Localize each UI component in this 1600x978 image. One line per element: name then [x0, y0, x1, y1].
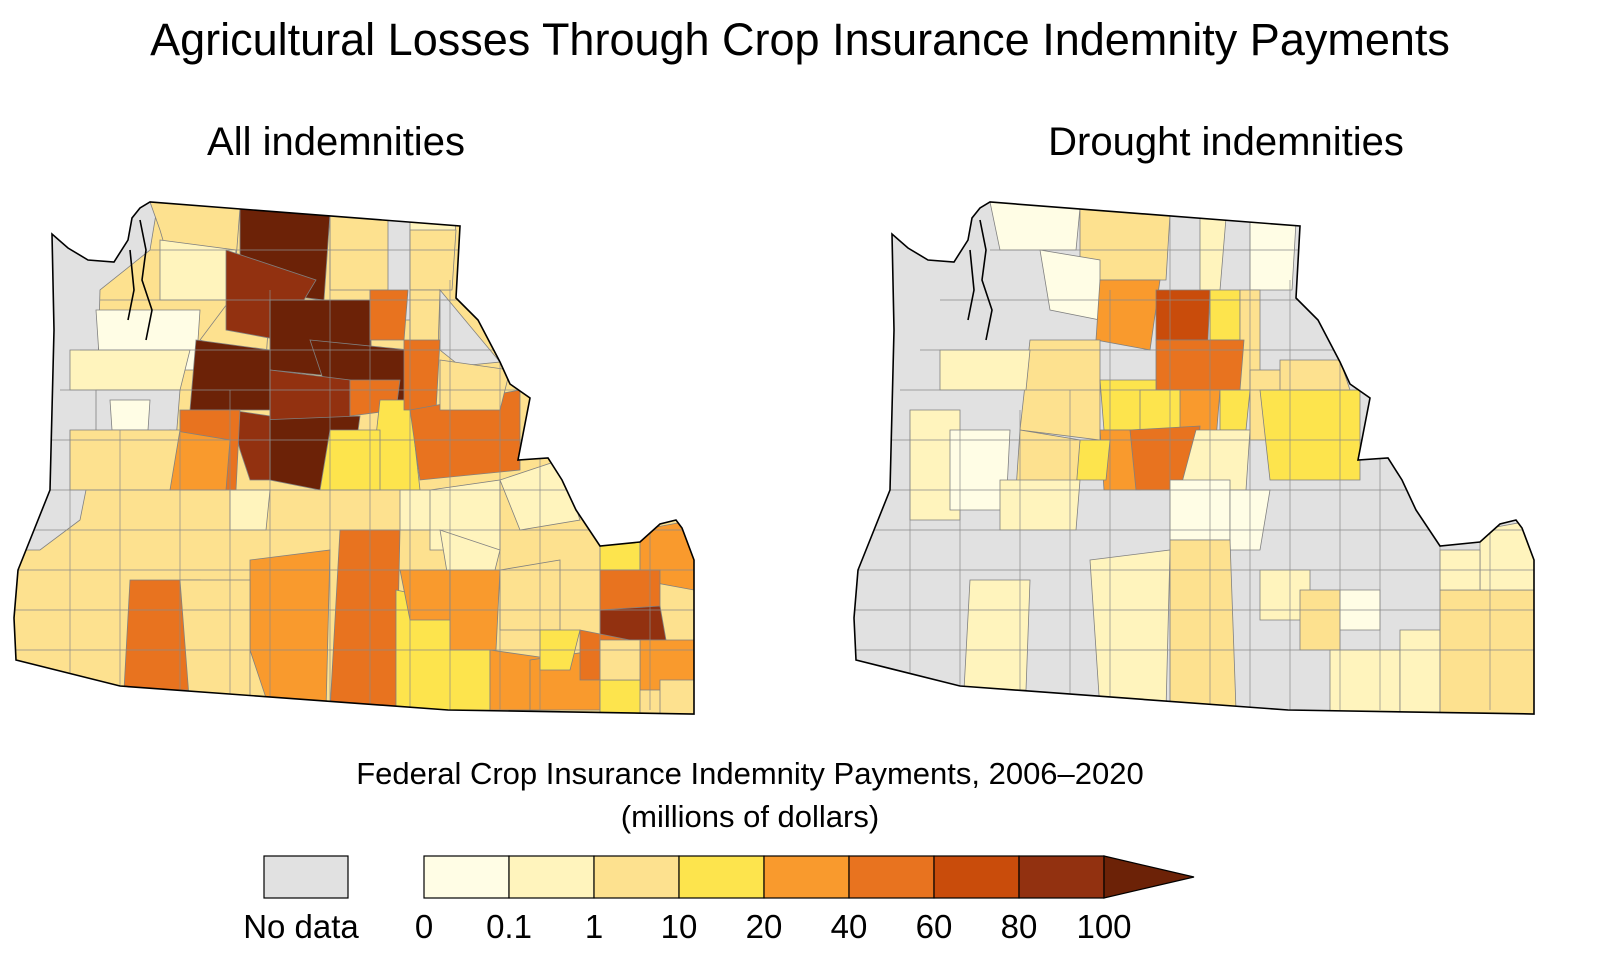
legend-no-data-label: No data [243, 908, 359, 945]
legend-tick: 40 [831, 908, 868, 945]
legend-tick: 10 [661, 908, 698, 945]
legend-tick: 100 [1076, 908, 1131, 945]
legend-tick: 0 [415, 908, 433, 945]
legend-bin-3 [678, 855, 765, 899]
map-subtitle-all: All indemnities [207, 120, 465, 164]
legend-bin-6 [933, 855, 1020, 899]
legend-bin-4 [763, 855, 850, 899]
legend-tick: 1 [585, 908, 603, 945]
legend-tick: 80 [1001, 908, 1038, 945]
legend-bin-arrow [1103, 855, 1195, 899]
legend-tick: 0.1 [486, 908, 532, 945]
legend-bin-7 [1018, 855, 1105, 899]
legend-title: Federal Crop Insurance Indemnity Payment… [356, 756, 1144, 791]
legend-tick: 20 [746, 908, 783, 945]
legend-bin-1 [508, 855, 595, 899]
legend-no-data-swatch [263, 855, 349, 899]
legend-tick: 60 [916, 908, 953, 945]
legend-bin-5 [848, 855, 935, 899]
map-subtitle-drought: Drought indemnities [1048, 120, 1404, 164]
page-title: Agricultural Losses Through Crop Insuran… [150, 14, 1450, 65]
color-legend: No data 0 0.1 1 10 20 40 60 80 100 [243, 855, 1195, 945]
map-drought-indemnities [853, 201, 1535, 715]
legend-bin-0 [423, 855, 510, 899]
map-all-indemnities [13, 201, 695, 715]
legend-units: (millions of dollars) [620, 799, 880, 834]
legend-bin-2 [593, 855, 680, 899]
